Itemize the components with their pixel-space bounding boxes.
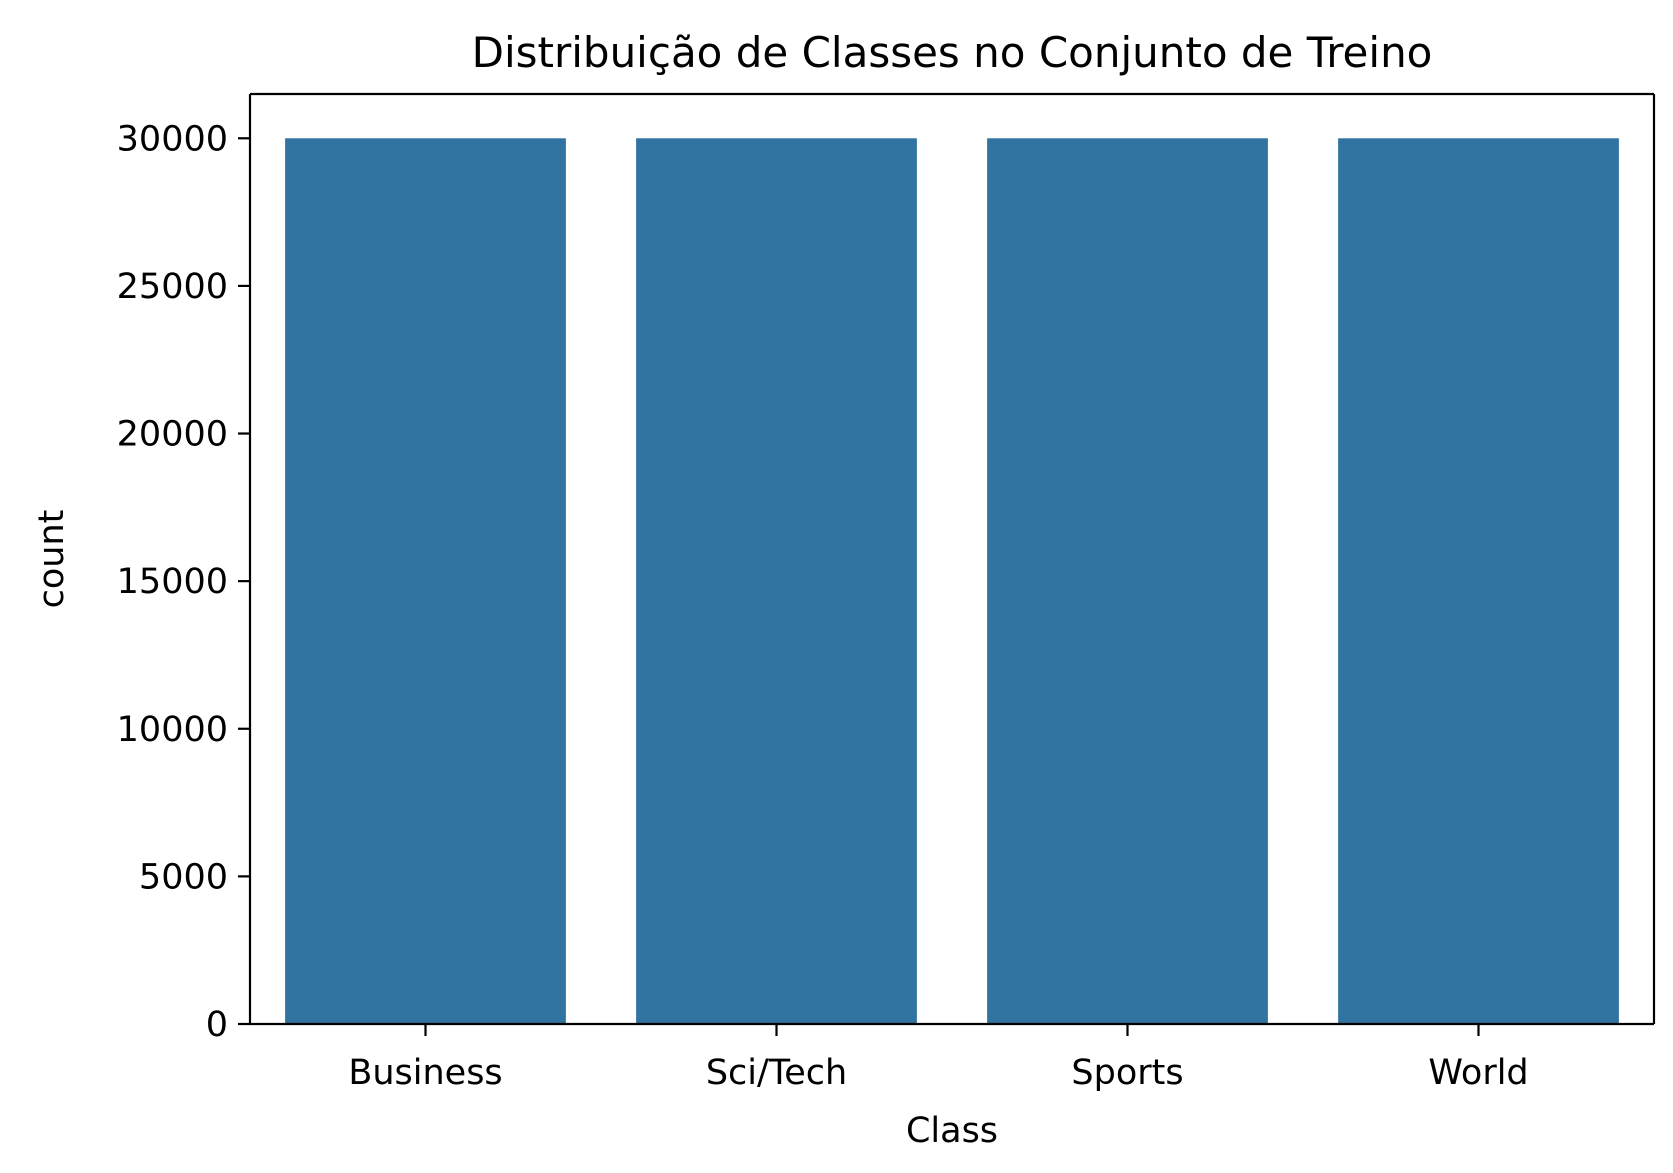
x-axis-ticks: Business Sci/Tech Sports World [348, 1024, 1529, 1093]
x-tick-label: Business [348, 1053, 502, 1093]
y-tick-label: 5000 [139, 857, 228, 897]
y-tick-label: 20000 [117, 415, 228, 455]
bars-group [285, 138, 1619, 1025]
bar-world [1338, 138, 1619, 1025]
y-axis-ticks: 0 5000 10000 15000 20000 25000 30000 [117, 119, 250, 1045]
x-tick-label: Sports [1071, 1053, 1183, 1093]
y-tick-label: 15000 [117, 562, 228, 602]
chart-title: Distribuição de Classes no Conjunto de T… [472, 28, 1433, 77]
x-tick-label: Sci/Tech [706, 1053, 847, 1093]
bar-sci-tech [636, 138, 917, 1025]
plot-frame [248, 92, 1656, 1026]
y-tick-label: 25000 [117, 267, 228, 307]
bar-sports [987, 138, 1268, 1025]
x-tick-label: World [1428, 1053, 1528, 1093]
bar-business [285, 138, 566, 1025]
y-axis-label: count [32, 510, 72, 609]
y-tick-label: 30000 [117, 119, 228, 159]
y-tick-label: 0 [206, 1005, 228, 1045]
y-tick-label: 10000 [117, 710, 228, 750]
x-axis-label: Class [906, 1111, 998, 1151]
